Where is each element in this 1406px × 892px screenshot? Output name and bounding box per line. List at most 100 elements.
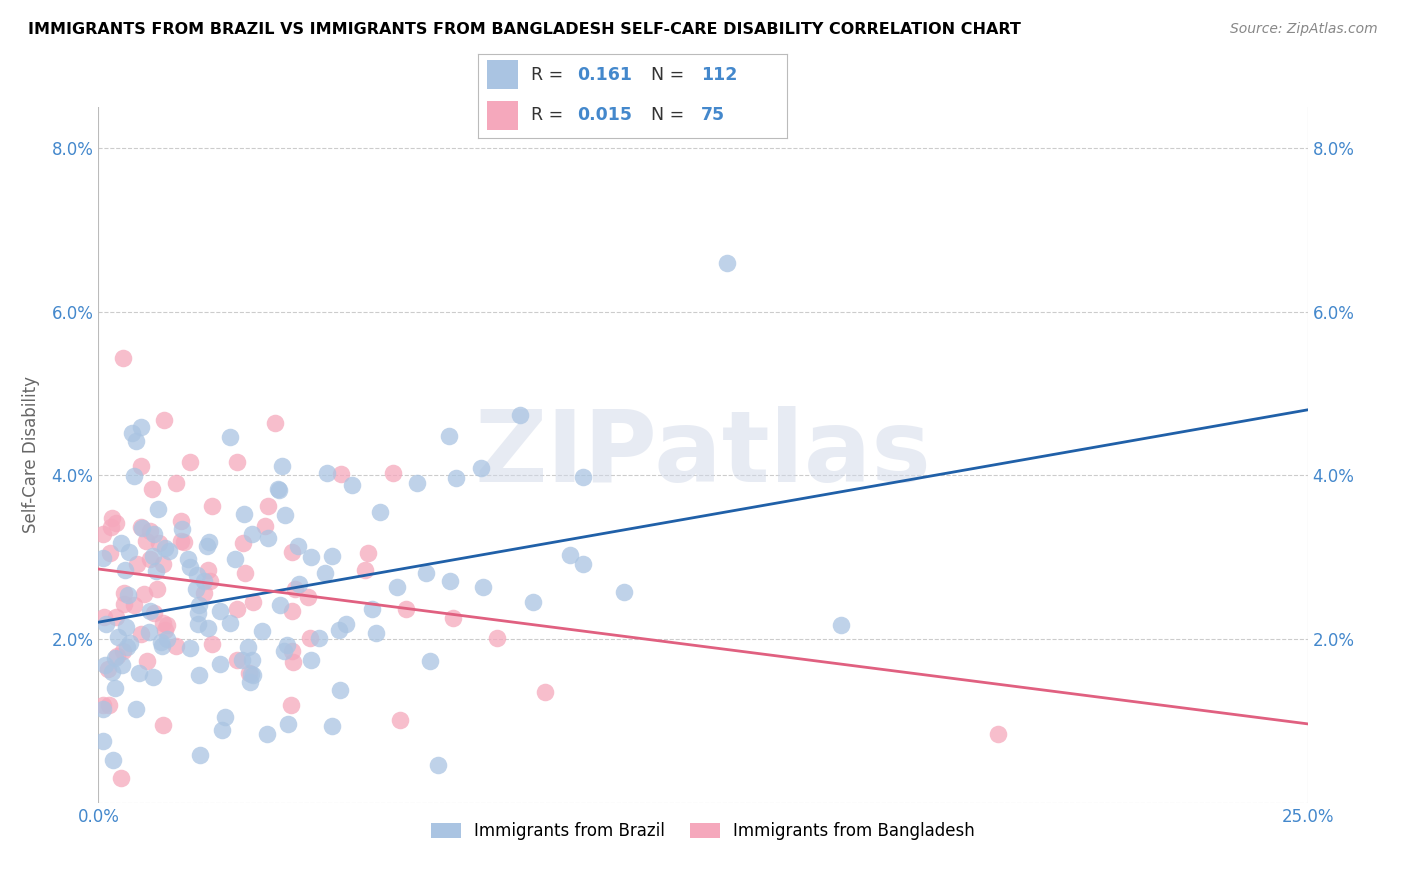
Point: [330, 467, 353, 481]
Point: [110, 771, 132, 785]
Point: [395, 602, 418, 616]
Point: [257, 531, 280, 545]
Point: [357, 546, 380, 560]
Point: [264, 416, 287, 430]
Text: ZIPatlas: ZIPatlas: [475, 407, 931, 503]
Point: [328, 623, 350, 637]
Point: [419, 654, 441, 668]
Point: [107, 630, 129, 644]
Point: [201, 636, 224, 650]
Point: [129, 626, 152, 640]
Point: [193, 586, 215, 600]
Text: Source: ZipAtlas.com: Source: ZipAtlas.com: [1230, 22, 1378, 37]
Point: [187, 606, 209, 620]
Point: [280, 604, 302, 618]
Point: [138, 625, 160, 640]
Point: [169, 534, 191, 549]
Point: [284, 582, 307, 597]
Point: [534, 685, 557, 699]
Point: [256, 727, 278, 741]
Point: [187, 668, 209, 682]
Point: [321, 549, 343, 563]
Point: [141, 482, 163, 496]
Point: [233, 507, 256, 521]
Point: [314, 566, 336, 581]
Point: [152, 558, 174, 572]
Point: [91, 551, 114, 566]
Point: [198, 534, 221, 549]
Point: [145, 564, 167, 578]
Point: [117, 588, 139, 602]
Text: 0.015: 0.015: [576, 106, 633, 124]
Point: [145, 582, 167, 596]
Point: [270, 459, 292, 474]
Point: [354, 563, 377, 577]
Point: [101, 753, 124, 767]
Point: [153, 541, 176, 555]
Point: [122, 598, 145, 612]
Point: [427, 757, 450, 772]
Point: [253, 519, 276, 533]
Point: [100, 520, 122, 534]
Point: [572, 557, 595, 571]
Point: [121, 425, 143, 440]
Text: N =: N =: [651, 66, 690, 84]
Point: [281, 643, 304, 657]
Point: [134, 587, 156, 601]
Point: [100, 665, 122, 679]
Point: [716, 255, 738, 269]
Point: [382, 466, 405, 480]
Point: [125, 702, 148, 716]
Point: [485, 631, 508, 645]
Point: [201, 500, 224, 514]
Point: [135, 533, 157, 548]
Point: [613, 585, 636, 599]
Point: [170, 514, 193, 528]
Point: [218, 430, 240, 444]
Point: [231, 653, 253, 667]
Point: [368, 504, 391, 518]
Point: [188, 747, 211, 762]
Y-axis label: Self-Care Disability: Self-Care Disability: [22, 376, 41, 533]
Point: [146, 501, 169, 516]
Point: [276, 638, 298, 652]
Point: [165, 476, 187, 491]
Point: [184, 582, 207, 596]
Point: [830, 618, 852, 632]
Point: [165, 639, 187, 653]
Point: [299, 632, 322, 646]
Point: [405, 475, 427, 490]
Point: [299, 550, 322, 565]
Point: [150, 639, 173, 653]
Point: [173, 534, 195, 549]
Point: [186, 568, 208, 582]
Point: [104, 651, 127, 665]
Text: N =: N =: [651, 106, 690, 124]
Point: [267, 483, 290, 497]
Point: [142, 670, 165, 684]
Point: [124, 434, 146, 448]
FancyBboxPatch shape: [488, 61, 519, 89]
Point: [470, 461, 492, 475]
Point: [242, 667, 264, 681]
Point: [179, 455, 201, 469]
Point: [135, 654, 157, 668]
Point: [129, 420, 152, 434]
Point: [252, 624, 274, 638]
Point: [509, 409, 531, 423]
Text: IMMIGRANTS FROM BRAZIL VS IMMIGRANTS FROM BANGLADESH SELF-CARE DISABILITY CORREL: IMMIGRANTS FROM BRAZIL VS IMMIGRANTS FRO…: [28, 22, 1021, 37]
Point: [91, 698, 114, 713]
Point: [100, 511, 122, 525]
Point: [281, 655, 304, 669]
Point: [97, 662, 120, 676]
Point: [104, 681, 127, 695]
Point: [256, 499, 278, 513]
Point: [280, 545, 302, 559]
Point: [277, 716, 299, 731]
Point: [156, 632, 179, 646]
Point: [209, 657, 232, 671]
Point: [112, 586, 135, 600]
Point: [437, 428, 460, 442]
Point: [197, 563, 219, 577]
Point: [560, 548, 582, 562]
